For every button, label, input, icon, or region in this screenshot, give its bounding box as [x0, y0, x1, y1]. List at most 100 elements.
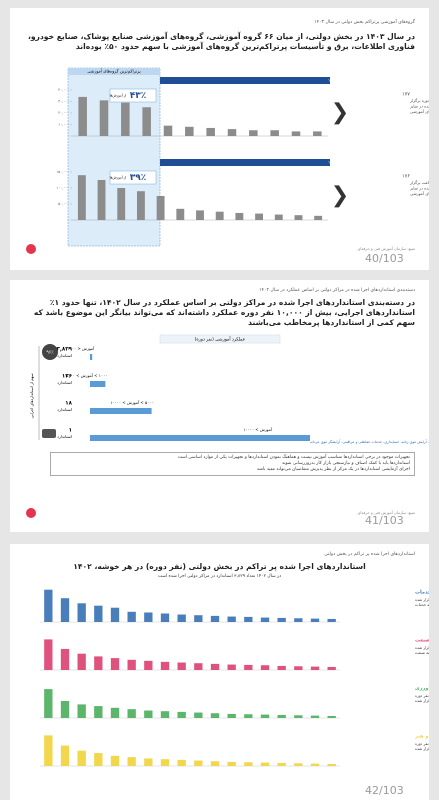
cluster-name: خوشه صنعت: [415, 638, 429, 644]
bar: [127, 709, 136, 718]
row-range: ۱۰۰۰ > آموزش > ۵۰۰۰: [66, 373, 107, 378]
bar: [127, 757, 136, 766]
bar: [277, 665, 286, 670]
bar: [144, 660, 153, 670]
row-range: ۵۰۰۰ > آموزش > ۱۰۰۰۰: [110, 400, 153, 405]
bar: [144, 758, 153, 766]
bar: [194, 615, 203, 622]
bar: [144, 612, 153, 622]
y-tick-label: ۰: [67, 218, 69, 222]
bar: [94, 706, 103, 718]
slide: استانداردهای اجرا شده پر تراکم در بخش دو…: [10, 544, 429, 800]
y-tick-label: ۴۰,۰۰۰: [58, 88, 69, 92]
bar: [227, 129, 237, 136]
row-unit: استاندارد: [57, 380, 72, 385]
bar: [127, 659, 136, 670]
bar: [136, 191, 145, 220]
row-count: ۱: [69, 428, 72, 434]
bar: [60, 701, 70, 718]
bar: [177, 614, 186, 622]
share-circle: [42, 344, 58, 360]
callout: ۳۹٪: [130, 173, 146, 183]
bar: [294, 215, 303, 220]
bar: [277, 762, 286, 766]
bar: [227, 616, 236, 622]
chart-label-bg: [160, 159, 330, 166]
bar: [185, 126, 194, 136]
chevron: ❯: [331, 100, 349, 125]
bar: [327, 618, 336, 622]
bar: [110, 707, 120, 718]
bar: [44, 689, 53, 718]
source: منبع: سازمان آموزش فنی و حرفه‌ای: [357, 246, 415, 251]
callout: ۴۳٪: [130, 91, 146, 101]
chart-label: عملکرد آموزشی (نفر دوره): [195, 337, 246, 343]
slide-header: دسته‌بندی استانداردهای اجرا شده در مراکز…: [259, 288, 415, 293]
bar: [177, 711, 186, 718]
bar: [291, 131, 301, 136]
bar: [77, 653, 86, 670]
bar: [274, 214, 283, 220]
row-count: ۱۳۶: [62, 374, 72, 380]
logo: [26, 244, 36, 254]
slide: گروه‌های آموزشی پرتراکم بخش دولتی در سال…: [10, 8, 429, 270]
slide-title: در دسته‌بندی استانداردهای اجرا شده در مر…: [33, 298, 415, 327]
bar: [206, 127, 215, 136]
bar: [60, 745, 70, 766]
bar: [77, 704, 86, 718]
cluster-name: خوشه فرهنگ و هنر: [414, 733, 429, 740]
bar: [44, 589, 53, 622]
chart-label-bg: [159, 334, 281, 344]
bar: [210, 663, 220, 670]
bar: [121, 102, 130, 136]
bar: [94, 753, 103, 766]
bar: [127, 611, 136, 622]
bar: [160, 711, 170, 718]
bar: [310, 666, 320, 670]
bar: [77, 603, 86, 622]
axis-label: سهم از استانداردهای اجرایی: [29, 373, 34, 418]
bar: [77, 750, 86, 766]
bar: [294, 763, 303, 766]
bar: [194, 760, 203, 766]
bar: [110, 755, 120, 766]
slide: دسته‌بندی استانداردهای اجرا شده در مراکز…: [10, 280, 429, 532]
row-unit: استاندارد: [57, 353, 72, 358]
bar: [294, 715, 303, 718]
bar: [210, 615, 220, 622]
chevron: ❯: [331, 183, 349, 208]
cluster-name: خوشه کشاورزی: [415, 686, 429, 692]
notes-box: تجهیزات موجود در برخی استانداردها متناسب…: [50, 452, 415, 476]
row-count: ۳,۸۲۹: [56, 347, 72, 353]
bar: [117, 188, 126, 220]
charts: پرتراکم‌ترین گروه‌های آموزشی گروه‌های آمو…: [56, 67, 429, 247]
bar: [142, 107, 151, 136]
bar: [144, 710, 153, 718]
icon: [42, 429, 56, 438]
y-tick-label: ۳۰,۰۰۰: [58, 100, 69, 104]
y-tick-label: ۱۰۰,۰۰۰: [56, 186, 69, 190]
bar: [210, 713, 220, 718]
bar: [44, 735, 53, 766]
bar: [176, 208, 185, 220]
chart-label: گروه‌های آموزشی با بیش از ۲۰ هزار نفر-دو…: [328, 78, 429, 83]
bar: [294, 618, 303, 622]
highlight-label: پرتراکم‌ترین گروه‌های آموزشی: [87, 69, 141, 74]
bar: [310, 715, 320, 718]
bar: [314, 215, 323, 220]
bar: [244, 762, 253, 766]
bar: [327, 666, 336, 670]
bar: [313, 131, 322, 136]
note-number: ۱۷۶: [402, 174, 410, 180]
bar: [244, 616, 253, 622]
bar: [249, 130, 258, 136]
y-tick-label: ۵۰,۰۰۰: [58, 202, 69, 206]
y-tick-label: ۲۰,۰۰۰: [58, 111, 69, 115]
bullet: تجهیزات موجود در برخی استانداردها متناسب…: [177, 455, 410, 460]
bar: [160, 759, 170, 766]
bar: [327, 715, 336, 718]
